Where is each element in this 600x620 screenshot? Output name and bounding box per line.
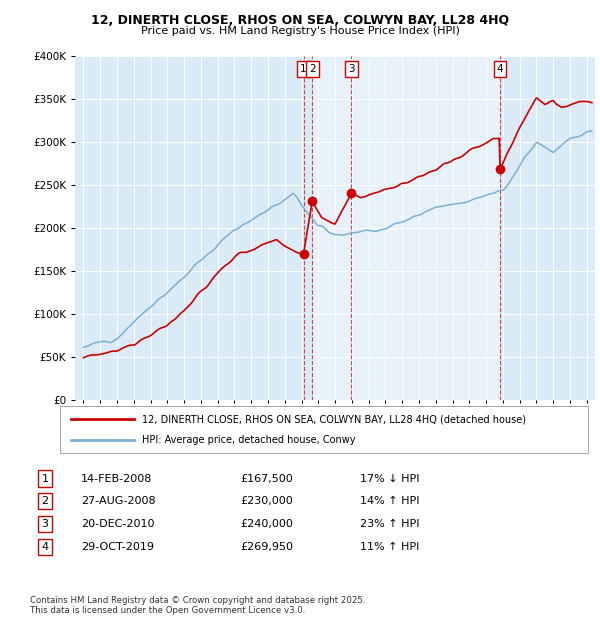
Text: 29-OCT-2019: 29-OCT-2019 bbox=[81, 542, 154, 552]
Text: £167,500: £167,500 bbox=[240, 474, 293, 484]
Text: 23% ↑ HPI: 23% ↑ HPI bbox=[360, 519, 419, 529]
Text: 3: 3 bbox=[41, 519, 49, 529]
Text: 2: 2 bbox=[309, 64, 316, 74]
Text: HPI: Average price, detached house, Conwy: HPI: Average price, detached house, Conw… bbox=[142, 435, 355, 445]
Text: £269,950: £269,950 bbox=[240, 542, 293, 552]
Text: 12, DINERTH CLOSE, RHOS ON SEA, COLWYN BAY, LL28 4HQ: 12, DINERTH CLOSE, RHOS ON SEA, COLWYN B… bbox=[91, 14, 509, 27]
Text: £230,000: £230,000 bbox=[240, 496, 293, 506]
Text: 14-FEB-2008: 14-FEB-2008 bbox=[81, 474, 152, 484]
Text: 14% ↑ HPI: 14% ↑ HPI bbox=[360, 496, 419, 506]
Text: Contains HM Land Registry data © Crown copyright and database right 2025.
This d: Contains HM Land Registry data © Crown c… bbox=[30, 596, 365, 615]
Text: 27-AUG-2008: 27-AUG-2008 bbox=[81, 496, 155, 506]
Text: 4: 4 bbox=[497, 64, 503, 74]
Text: Price paid vs. HM Land Registry's House Price Index (HPI): Price paid vs. HM Land Registry's House … bbox=[140, 26, 460, 36]
Text: 11% ↑ HPI: 11% ↑ HPI bbox=[360, 542, 419, 552]
Text: 1: 1 bbox=[41, 474, 49, 484]
Text: 2: 2 bbox=[41, 496, 49, 506]
Text: 20-DEC-2010: 20-DEC-2010 bbox=[81, 519, 155, 529]
Text: 4: 4 bbox=[41, 542, 49, 552]
Text: 3: 3 bbox=[348, 64, 355, 74]
Text: 1: 1 bbox=[300, 64, 307, 74]
Text: 12, DINERTH CLOSE, RHOS ON SEA, COLWYN BAY, LL28 4HQ (detached house): 12, DINERTH CLOSE, RHOS ON SEA, COLWYN B… bbox=[142, 414, 526, 424]
Text: 17% ↓ HPI: 17% ↓ HPI bbox=[360, 474, 419, 484]
Text: £240,000: £240,000 bbox=[240, 519, 293, 529]
Bar bbox=[313, 56, 500, 400]
